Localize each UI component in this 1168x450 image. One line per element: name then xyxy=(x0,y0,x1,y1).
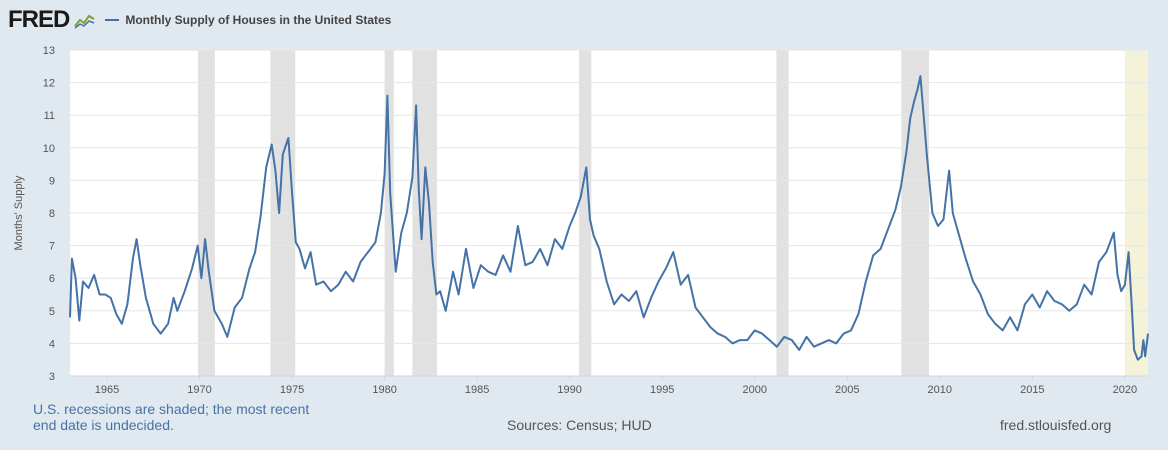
y-axis-label: Months' Supply xyxy=(13,175,25,250)
sources-text: Sources: Census; HUD xyxy=(507,417,652,433)
fred-logo[interactable]: FRED xyxy=(8,6,70,33)
x-tick-label: 2015 xyxy=(1020,384,1044,396)
chart-header: FRED Monthly Supply of Houses in the Uni… xyxy=(8,6,391,34)
x-tick-label: 1975 xyxy=(280,384,304,396)
y-tick-label: 11 xyxy=(44,110,55,122)
x-tick-label: 2020 xyxy=(1113,384,1137,396)
y-tick-label: 13 xyxy=(43,45,55,57)
x-tick-label: 2005 xyxy=(835,384,859,396)
y-tick-label: 8 xyxy=(49,208,55,220)
x-tick-label: 1995 xyxy=(650,384,674,396)
x-tick-label: 2000 xyxy=(742,384,766,396)
y-tick-label: 3 xyxy=(49,371,55,383)
x-tick-label: 1965 xyxy=(95,384,119,396)
series-line xyxy=(69,75,1149,361)
x-tick-label: 1980 xyxy=(372,384,396,396)
legend-label[interactable]: Monthly Supply of Houses in the United S… xyxy=(125,13,392,27)
x-tick-label: 1985 xyxy=(465,384,489,396)
recession-note: U.S. recessions are shaded; the most rec… xyxy=(33,401,310,433)
y-tick-label: 6 xyxy=(49,273,55,285)
y-tick-label: 12 xyxy=(43,78,55,90)
y-tick-label: 10 xyxy=(43,143,55,155)
y-tick-label: 9 xyxy=(49,175,55,187)
x-tick-label: 1970 xyxy=(187,384,211,396)
logo-chart-icon xyxy=(73,11,98,29)
site-link[interactable]: fred.stlouisfed.org xyxy=(1000,417,1112,433)
legend-line-swatch xyxy=(105,19,120,21)
line-chart: 3 4 5 6 7 8 9 10 11 12 13 1965 1970 1975 1980 1985 1990 1… xyxy=(13,45,1149,396)
y-tick-label: 5 xyxy=(49,306,55,318)
x-tick-label: 1990 xyxy=(557,384,581,396)
x-tick-label: 2010 xyxy=(928,384,952,396)
y-tick-label: 4 xyxy=(49,338,55,350)
y-tick-label: 7 xyxy=(49,241,55,253)
